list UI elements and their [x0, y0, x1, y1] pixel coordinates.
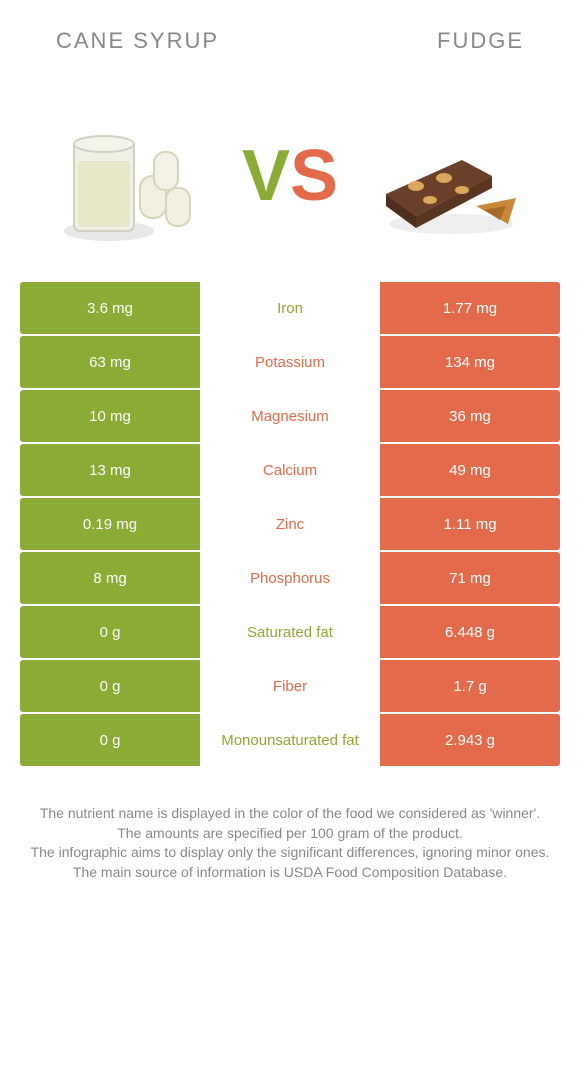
left-value: 8 mg	[20, 552, 200, 604]
table-row: 13 mgCalcium49 mg	[20, 444, 560, 496]
footnote-line: The main source of information is USDA F…	[20, 863, 560, 883]
fudge-image	[366, 106, 526, 246]
left-food-title: Cane syrup	[56, 28, 219, 54]
vs-v-letter: V	[242, 140, 290, 212]
left-value: 13 mg	[20, 444, 200, 496]
left-value: 0 g	[20, 714, 200, 766]
left-value: 63 mg	[20, 336, 200, 388]
vs-s-letter: S	[290, 140, 338, 212]
right-value: 49 mg	[380, 444, 560, 496]
left-value: 3.6 mg	[20, 282, 200, 334]
nutrient-label: Saturated fat	[200, 606, 380, 658]
left-value: 0 g	[20, 660, 200, 712]
footnotes: The nutrient name is displayed in the co…	[0, 768, 580, 882]
footnote-line: The amounts are specified per 100 gram o…	[20, 824, 560, 844]
nutrient-label: Zinc	[200, 498, 380, 550]
right-value: 1.7 g	[380, 660, 560, 712]
footnote-line: The infographic aims to display only the…	[20, 843, 560, 863]
nutrient-label: Calcium	[200, 444, 380, 496]
nutrient-label: Potassium	[200, 336, 380, 388]
right-value: 1.77 mg	[380, 282, 560, 334]
right-value: 6.448 g	[380, 606, 560, 658]
footnote-line: The nutrient name is displayed in the co…	[20, 804, 560, 824]
header: Cane syrup Fudge	[0, 0, 580, 54]
left-value: 10 mg	[20, 390, 200, 442]
table-row: 8 mgPhosphorus71 mg	[20, 552, 560, 604]
right-value: 71 mg	[380, 552, 560, 604]
images-row: VS	[0, 54, 580, 282]
table-row: 0 gFiber1.7 g	[20, 660, 560, 712]
table-row: 10 mgMagnesium36 mg	[20, 390, 560, 442]
nutrient-label: Fiber	[200, 660, 380, 712]
nutrient-label: Iron	[200, 282, 380, 334]
table-row: 63 mgPotassium134 mg	[20, 336, 560, 388]
right-value: 36 mg	[380, 390, 560, 442]
left-value: 0 g	[20, 606, 200, 658]
table-row: 3.6 mgIron1.77 mg	[20, 282, 560, 334]
nutrient-table: 3.6 mgIron1.77 mg63 mgPotassium134 mg10 …	[0, 282, 580, 766]
right-value: 1.11 mg	[380, 498, 560, 550]
left-value: 0.19 mg	[20, 498, 200, 550]
table-row: 0 gMonounsaturated fat2.943 g	[20, 714, 560, 766]
nutrient-label: Monounsaturated fat	[200, 714, 380, 766]
right-value: 134 mg	[380, 336, 560, 388]
vs-label: VS	[242, 140, 338, 212]
nutrient-label: Phosphorus	[200, 552, 380, 604]
table-row: 0.19 mgZinc1.11 mg	[20, 498, 560, 550]
right-food-title: Fudge	[437, 28, 524, 54]
table-row: 0 gSaturated fat6.448 g	[20, 606, 560, 658]
cane-syrup-image	[54, 106, 214, 246]
right-value: 2.943 g	[380, 714, 560, 766]
nutrient-label: Magnesium	[200, 390, 380, 442]
